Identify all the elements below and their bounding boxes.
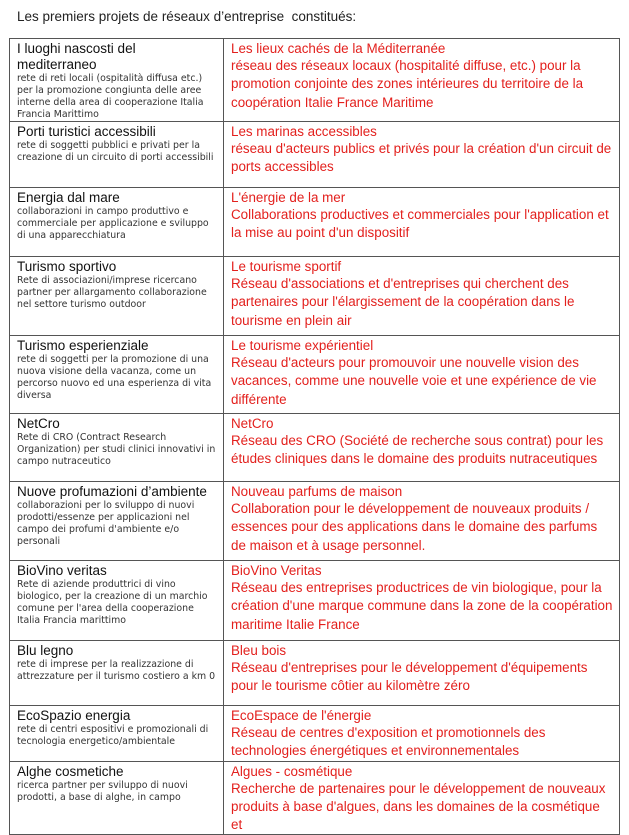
italian-project-title: Energia dal mare: [17, 190, 120, 205]
french-project-title: EcoEspace de l'énergie: [231, 708, 372, 723]
french-project-description: Réseau des entreprises productrices de v…: [231, 580, 613, 632]
french-project-title: Le tourisme sportif: [231, 259, 342, 274]
italian-cell: Nuove profumazioni d’ambiente collaboraz…: [9, 481, 224, 561]
italian-cell: EcoSpazio energia rete di centri esposit…: [9, 705, 224, 762]
table-row: EcoSpazio energia rete di centri esposit…: [9, 705, 620, 762]
table-row: BioVino veritas Rete di aziende produttr…: [9, 560, 620, 641]
french-project-title: Nouveau parfums de maison: [231, 484, 403, 499]
table-row: Nuove profumazioni d’ambiente collaboraz…: [9, 481, 620, 561]
italian-cell: Blu legno rete di imprese per la realizz…: [9, 640, 224, 706]
french-project-description: Recherche de partenaires pour le dévelop…: [231, 780, 606, 833]
italian-project-description: collaborazioni in campo produttivo e com…: [17, 206, 209, 241]
french-project-description: Collaboration pour le développement de n…: [231, 501, 598, 553]
french-project-title: Les lieux cachés de la Méditerranée: [231, 41, 446, 56]
french-cell: Nouveau parfums de maison Collaboration …: [223, 481, 620, 561]
italian-project-title: Alghe cosmetiche: [17, 763, 124, 779]
french-cell: BioVino Veritas Réseau des entreprises p…: [223, 560, 620, 641]
italian-project-title: Porti turistici accessibili: [17, 124, 156, 139]
italian-cell: Energia dal mare collaborazioni in campo…: [9, 187, 224, 257]
italian-project-title: Blu legno: [17, 643, 74, 658]
table-row: Alghe cosmetiche ricerca partner per svi…: [9, 760, 620, 835]
french-project-description: Réseau d'entreprises pour le développeme…: [231, 660, 588, 694]
table-row: NetCro Rete di CRO (Contract Research Or…: [9, 413, 620, 482]
french-cell: L'énergie de la mer Collaborations produ…: [223, 187, 620, 257]
table-row: Turismo sportivo Rete di associazioni/im…: [9, 256, 620, 336]
italian-project-title: I luoghi nascosti del mediterraneo: [17, 41, 136, 72]
italian-project-title: EcoSpazio energia: [17, 708, 131, 723]
italian-project-description: rete di centri espositivi e promozionali…: [17, 724, 209, 747]
french-project-description: Réseau d'associations et d'entreprises q…: [231, 276, 575, 328]
french-project-description: réseau d'acteurs publics et privés pour …: [231, 141, 612, 175]
italian-project-title: NetCro: [17, 416, 60, 431]
french-project-title: Bleu bois: [231, 643, 287, 658]
italian-project-description: rete di imprese per la realizzazione di …: [17, 659, 216, 682]
french-cell: Algues - cosmétique Recherche de partena…: [223, 760, 620, 835]
projects-table: I luoghi nascosti del mediterraneo rete …: [9, 38, 620, 835]
italian-project-description: ricerca partner per sviluppo di nuovi pr…: [17, 779, 188, 803]
italian-project-description: Rete di aziende produttrici di vino biol…: [17, 579, 208, 626]
italian-cell: BioVino veritas Rete di aziende produttr…: [9, 560, 224, 641]
italian-project-title: Turismo esperienziale: [17, 338, 149, 353]
french-project-title: NetCro: [231, 416, 274, 431]
french-project-description: Collaborations productives et commercial…: [231, 207, 609, 241]
table-row: Turismo esperienziale rete di soggetti p…: [9, 335, 620, 414]
french-project-title: Algues - cosmétique: [231, 763, 353, 779]
italian-project-description: Rete di CRO (Contract Research Organizat…: [17, 432, 216, 467]
french-cell: Le tourisme expérientiel Réseau d'acteur…: [223, 335, 620, 414]
italian-cell: Turismo esperienziale rete di soggetti p…: [9, 335, 224, 414]
table-row: I luoghi nascosti del mediterraneo rete …: [9, 38, 620, 122]
french-cell: Bleu bois Réseau d'entreprises pour le d…: [223, 640, 620, 706]
italian-project-description: rete di reti locali (ospitalità diffusa …: [17, 73, 204, 120]
italian-project-description: collaborazioni per lo sviluppo di nuovi …: [17, 500, 195, 547]
french-project-description: Réseau d'acteurs pour promouvoir une nou…: [231, 355, 597, 407]
french-project-title: BioVino Veritas: [231, 563, 322, 578]
italian-project-description: Rete di associazioni/imprese ricercano p…: [17, 275, 207, 310]
french-project-title: Les marinas accessibles: [231, 124, 377, 139]
french-project-title: Le tourisme expérientiel: [231, 338, 374, 353]
italian-cell: I luoghi nascosti del mediterraneo rete …: [9, 38, 224, 122]
french-cell: Le tourisme sportif Réseau d'association…: [223, 256, 620, 336]
italian-cell: Alghe cosmetiche ricerca partner per svi…: [9, 760, 224, 835]
italian-cell: Turismo sportivo Rete di associazioni/im…: [9, 256, 224, 336]
italian-cell: NetCro Rete di CRO (Contract Research Or…: [9, 413, 224, 482]
french-cell: Les lieux cachés de la Méditerranée rése…: [223, 38, 620, 122]
italian-project-title: BioVino veritas: [17, 563, 107, 578]
italian-project-description: rete di soggetti pubblici e privati per …: [17, 140, 214, 163]
french-project-description: réseau des réseaux locaux (hospitalité d…: [231, 58, 584, 110]
french-cell: Les marinas accessibles réseau d'acteurs…: [223, 121, 620, 188]
italian-project-description: rete di soggetti per la promozione di un…: [17, 354, 212, 401]
french-cell: NetCro Réseau des CRO (Société de recher…: [223, 413, 620, 482]
italian-project-title: Turismo sportivo: [17, 259, 117, 274]
table-row: Energia dal mare collaborazioni in campo…: [9, 187, 620, 257]
french-project-description: Réseau de centres d'exposition et promot…: [231, 725, 546, 759]
table-row: Blu legno rete di imprese per la realizz…: [9, 640, 620, 706]
italian-cell: Porti turistici accessibili rete di sogg…: [9, 121, 224, 188]
table-row: Porti turistici accessibili rete di sogg…: [9, 121, 620, 188]
french-cell: EcoEspace de l'énergie Réseau de centres…: [223, 705, 620, 762]
french-project-description: Réseau des CRO (Société de recherche sou…: [231, 433, 604, 467]
page-title: Les premiers projets de réseaux d’entrep…: [17, 9, 357, 24]
french-project-title: L'énergie de la mer: [231, 190, 346, 205]
italian-project-title: Nuove profumazioni d’ambiente: [17, 484, 207, 499]
